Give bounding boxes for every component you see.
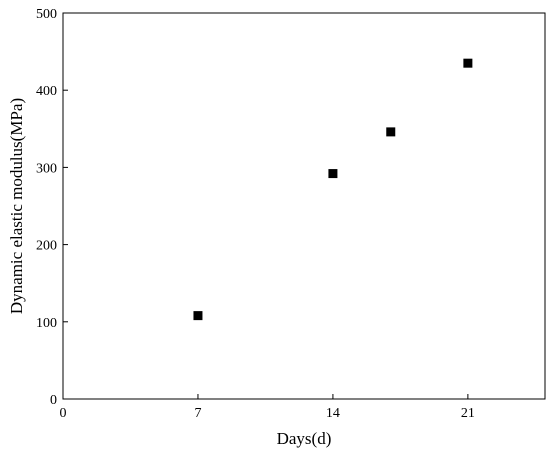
y-tick-label: 500 [36, 7, 57, 22]
x-tick-label: 7 [194, 406, 201, 421]
data-point [328, 169, 338, 179]
x-tick-label: 21 [461, 406, 475, 421]
y-tick-label: 100 [36, 316, 57, 331]
y-axis: 0 100 200 300 400 500 [36, 7, 68, 408]
data-point [463, 58, 473, 68]
x-tick-label: 14 [326, 406, 340, 421]
plot-frame [62, 12, 546, 400]
data-point [386, 127, 396, 137]
y-tick-label: 0 [50, 393, 57, 408]
y-axis-title: Dynamic elastic modulus(MPa) [7, 98, 26, 314]
data-point [193, 311, 203, 321]
y-tick-label: 300 [36, 161, 57, 176]
data-series [193, 58, 473, 321]
x-axis-title: Days(d) [277, 429, 332, 448]
y-tick-label: 200 [36, 239, 57, 254]
x-axis: 0 7 14 21 [60, 394, 475, 421]
x-tick-label: 0 [60, 406, 67, 421]
y-tick-label: 400 [36, 84, 57, 99]
